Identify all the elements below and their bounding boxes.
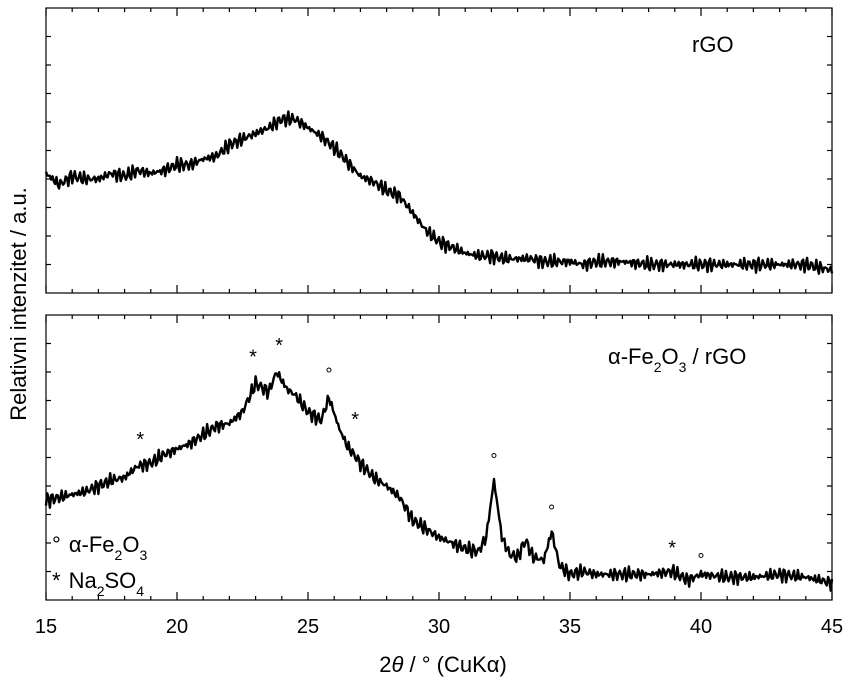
legend-entry-fe2o3: ° α-Fe2O3 — [52, 532, 147, 563]
peak-marker-5: ° — [490, 450, 497, 470]
peak-marker-8: ° — [697, 550, 704, 570]
peak-marker-6: ° — [548, 501, 555, 521]
fe2o3-rgo-series-line — [44, 371, 834, 592]
peak-markers: * * * ° * ° ° * ° — [136, 335, 704, 570]
bottom-panel-label: α-Fe2O3 / rGO — [608, 344, 746, 375]
x-axis-label: 2θ / ° (CuKα) — [379, 652, 507, 677]
peak-marker-1: * — [249, 346, 257, 368]
bottom-panel-ticks — [45, 315, 833, 600]
rgo-series-line — [44, 110, 834, 275]
top-panel-label: rGO — [692, 32, 734, 57]
x-tick-label-35: 35 — [559, 616, 581, 638]
peak-marker-2: * — [275, 335, 283, 357]
x-tick-labels: 15 20 25 30 35 40 45 — [35, 616, 843, 638]
x-tick-label-30: 30 — [428, 616, 450, 638]
peak-marker-3: ° — [325, 365, 332, 385]
peak-marker-7: * — [668, 537, 676, 559]
legend-entry-na2so4: * Na2SO4 — [52, 568, 144, 599]
bottom-panel: * * * ° * ° ° * ° α-Fe2O3 / rGO ° α-Fe2O3 * Na2SO4 — [44, 314, 834, 601]
legend: ° α-Fe2O3 * Na2SO4 — [52, 532, 147, 599]
x-tick-label-45: 45 — [821, 616, 843, 638]
top-panel-ticks — [45, 8, 833, 293]
top-panel: rGO — [44, 7, 834, 294]
x-tick-label-25: 25 — [297, 616, 319, 638]
peak-marker-4: * — [351, 409, 359, 431]
x-tick-label-20: 20 — [166, 616, 188, 638]
y-axis-label: Relativni intenzitet / a.u. — [6, 187, 31, 421]
peak-marker-0: * — [136, 429, 144, 451]
x-tick-label-40: 40 — [690, 616, 712, 638]
x-tick-label-15: 15 — [35, 616, 57, 638]
